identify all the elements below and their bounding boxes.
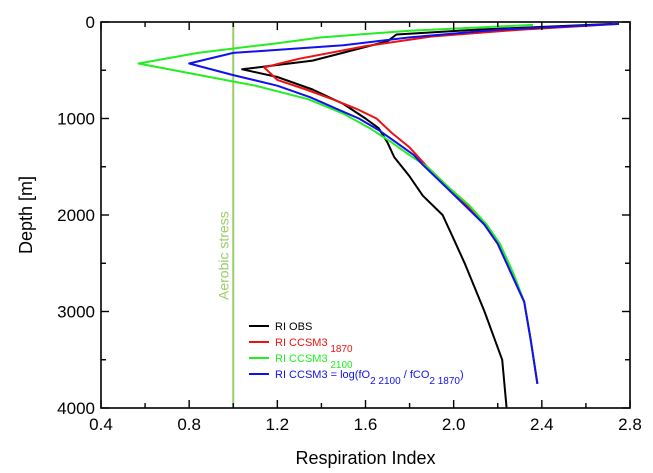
tick-marks <box>100 21 631 409</box>
y-tick-label: 2000 <box>57 206 95 225</box>
y-tick-label: 0 <box>86 13 95 32</box>
x-tick-label: 1.6 <box>354 415 378 434</box>
x-tick-label: 2.0 <box>442 415 466 434</box>
y-tick-label: 1000 <box>57 110 95 129</box>
legend-entry: RI CCSM3 = log(fO2 2100 / fCO2 1870) <box>275 369 464 387</box>
series-layer <box>137 22 620 409</box>
y-axis-title: Depth [m] <box>16 176 36 254</box>
threshold-layer: Aerobic stress <box>215 22 235 408</box>
series-line-1 <box>241 22 613 409</box>
aerobic-stress-label: Aerobic stress <box>215 211 231 300</box>
legend-entry: RI CCSM3 1870 <box>275 337 353 355</box>
legend-entry: RI CCSM3 2100 <box>275 353 353 371</box>
series-line-3 <box>137 23 539 385</box>
tick-labels: 0.4 0.8 1.2 1.6 2.0 2.4 2.8 0 1000 2000 3000 4000 <box>57 13 642 434</box>
x-tick-label: 0.8 <box>177 415 201 434</box>
y-tick-label: 3000 <box>57 303 95 322</box>
x-tick-label: 1.2 <box>266 415 290 434</box>
x-axis-title: Respiration Index <box>295 448 435 468</box>
legend-entry: RI OBS <box>275 321 312 333</box>
y-tick-label: 4000 <box>57 399 95 418</box>
plot-border <box>100 21 631 409</box>
x-tick-label: 0.4 <box>89 415 113 434</box>
x-tick-label: 2.8 <box>618 415 642 434</box>
series-line-2 <box>263 22 620 385</box>
plot-frame <box>100 21 631 409</box>
series-line-4 <box>188 22 620 385</box>
x-tick-label: 2.4 <box>530 415 554 434</box>
